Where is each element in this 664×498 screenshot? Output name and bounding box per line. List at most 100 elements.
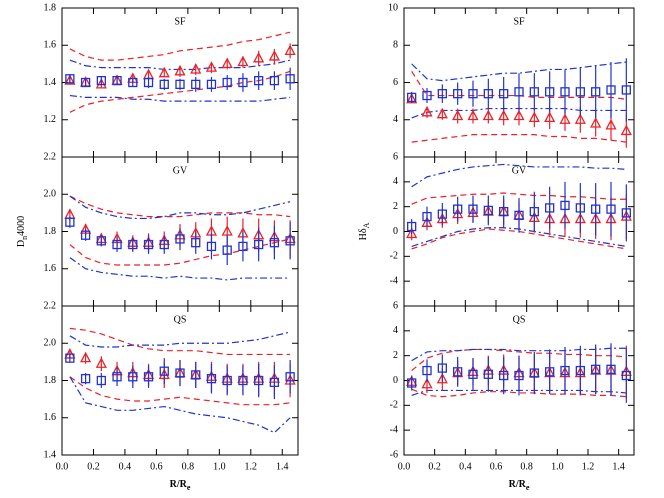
x-tick-label: 0.2 — [428, 461, 441, 472]
square-marker — [175, 368, 185, 378]
triangle-marker — [190, 63, 202, 74]
triangle-marker — [452, 109, 464, 121]
triangle-marker — [158, 66, 170, 78]
range-line — [69, 327, 291, 356]
x-tick-label: 1.2 — [582, 461, 595, 472]
y-tick-label: 1.6 — [44, 412, 57, 423]
square-marker — [191, 238, 201, 248]
triangle-marker — [253, 51, 265, 63]
y-tick-label: 6 — [393, 300, 398, 311]
triangle-marker — [205, 61, 218, 72]
y-tick-label: -2 — [390, 251, 398, 262]
y-axis-label-part: Hδ — [358, 228, 369, 240]
panel-title: SF — [513, 16, 525, 27]
square-marker — [80, 373, 91, 384]
y-tick-label: -4 — [390, 424, 398, 435]
y-axis-label-part: D — [16, 240, 27, 247]
square-marker — [112, 239, 122, 250]
square-marker — [591, 87, 601, 97]
triangle-marker — [421, 105, 433, 117]
square-marker — [159, 239, 169, 250]
range-line — [411, 388, 627, 398]
range-line — [411, 348, 627, 372]
square-marker — [407, 378, 417, 388]
square-marker — [437, 89, 447, 99]
x-tick-label: 0.0 — [398, 461, 411, 472]
square-marker — [606, 204, 616, 214]
square-marker — [222, 245, 232, 255]
x-tick-label: 1.4 — [276, 461, 289, 472]
square-marker — [422, 365, 432, 376]
square-marker — [254, 75, 264, 86]
triangle-marker — [436, 107, 448, 119]
square-marker — [483, 369, 493, 379]
range-line — [69, 70, 291, 113]
square-marker — [159, 366, 169, 376]
triangle-marker — [406, 227, 418, 239]
x-tick-label: 0.8 — [182, 461, 195, 472]
triangle-marker — [80, 351, 92, 363]
square-marker — [468, 369, 478, 379]
square-marker — [96, 75, 106, 86]
y-tick-label: 2.2 — [44, 300, 57, 311]
square-marker — [206, 241, 217, 252]
triangle-marker — [498, 109, 510, 121]
x-tick-label: 1.4 — [612, 461, 625, 472]
square-marker — [575, 365, 585, 376]
range-line — [411, 61, 627, 82]
square-marker — [222, 375, 232, 386]
triangle-marker — [544, 111, 556, 123]
square-marker — [285, 74, 295, 84]
square-marker — [606, 364, 616, 374]
x-tick-label: 1.0 — [213, 461, 226, 472]
square-marker — [175, 79, 185, 90]
square-marker — [407, 221, 417, 232]
range-line — [69, 257, 291, 281]
y-tick-label: 6 — [393, 77, 398, 88]
square-marker — [65, 353, 75, 363]
square-marker — [545, 203, 555, 213]
y-tick-label: 10 — [388, 2, 398, 13]
y-tick-label: 6 — [393, 151, 398, 162]
range-line — [69, 195, 291, 220]
square-marker — [143, 239, 154, 250]
range-line — [69, 31, 291, 61]
x-axis-label: R/Re — [170, 479, 191, 492]
square-marker — [206, 79, 217, 90]
square-marker — [453, 89, 463, 99]
square-marker — [560, 365, 570, 376]
range-line — [411, 134, 627, 143]
square-marker — [222, 77, 232, 88]
x-axis-label-part: e — [526, 483, 530, 492]
square-marker — [112, 75, 122, 86]
triangle-marker — [95, 77, 107, 89]
y-tick-label: 1.6 — [44, 40, 57, 51]
square-marker — [285, 372, 295, 382]
square-marker — [407, 92, 417, 103]
square-marker — [468, 89, 478, 99]
square-marker — [269, 377, 280, 388]
y-tick-label: 1.8 — [44, 375, 57, 386]
triangle-marker — [605, 118, 617, 130]
square-marker — [575, 203, 585, 213]
triangle-marker — [590, 117, 602, 128]
range-line — [69, 94, 291, 102]
square-marker — [606, 85, 616, 95]
triangle-marker — [64, 74, 76, 85]
x-axis-label-part: R/R — [170, 479, 188, 490]
y-tick-label: 2.0 — [44, 189, 57, 200]
square-marker — [96, 375, 106, 386]
triangle-marker — [95, 357, 107, 368]
triangle-marker — [221, 57, 233, 69]
x-axis-label: R/Re — [509, 479, 530, 492]
y-tick-label: 4 — [393, 176, 398, 187]
square-marker — [285, 236, 295, 246]
square-marker — [128, 77, 138, 88]
square-marker — [159, 79, 169, 90]
x-tick-label: 0.2 — [87, 461, 100, 472]
square-marker — [175, 234, 185, 244]
square-marker — [453, 204, 463, 214]
range-line — [411, 347, 627, 362]
